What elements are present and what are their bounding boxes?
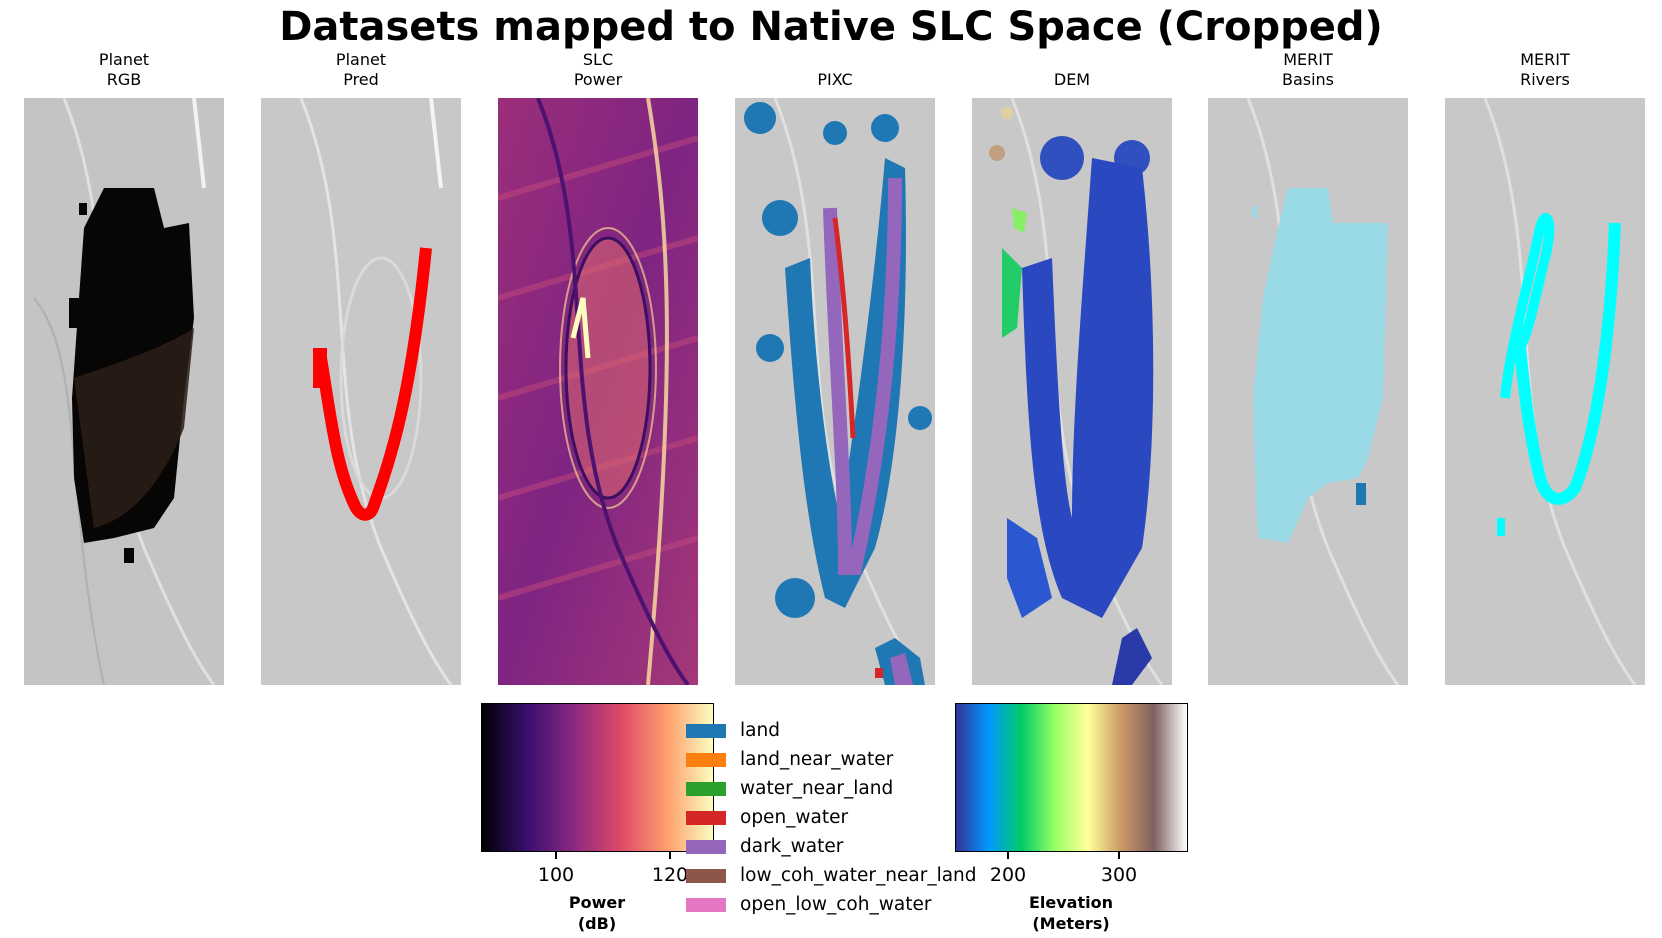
panel-label-planet-pred: Planet Pred [261, 50, 461, 90]
panel-planet-pred [261, 98, 461, 685]
power-label-line1: Power [568, 893, 626, 912]
legend-swatch [686, 782, 726, 796]
panel-label-line2: Basins [1281, 70, 1335, 89]
panel-label-slc-power: SLC Power [498, 50, 698, 90]
planet-pred-image [261, 98, 461, 685]
planet-rgb-image [24, 98, 224, 685]
panel-planet-rgb [24, 98, 224, 685]
power-tick-label-100: 100 [537, 864, 575, 886]
power-label-line2: (dB) [577, 914, 617, 933]
panel-label-line1: MERIT [1520, 50, 1570, 69]
slc-power-image [498, 98, 698, 685]
panel-dem [972, 98, 1172, 685]
panel-label-pixc: PIXC [735, 70, 935, 90]
legend-swatch [686, 811, 726, 825]
elevation-tick-mark-300 [1118, 852, 1120, 859]
power-tick-label-120: 120 [651, 864, 689, 886]
legend-label: dark_water [740, 836, 844, 857]
dem-image [972, 98, 1172, 685]
power-colorbar-label: Power (dB) [527, 892, 667, 934]
panel-slc-power [498, 98, 698, 685]
power-tick-mark-120 [669, 852, 671, 859]
panel-label-line2: RGB [106, 70, 142, 89]
power-colorbar [481, 703, 714, 852]
panel-label-merit-rivers: MERIT Rivers [1445, 50, 1645, 90]
legend-label: open_water [740, 807, 849, 828]
elevation-tick-mark-200 [1007, 852, 1009, 859]
panel-label-line1: Planet [335, 50, 387, 69]
panel-label-dem: DEM [972, 70, 1172, 90]
legend-swatch [686, 724, 726, 738]
panel-label-line2: Rivers [1520, 70, 1570, 89]
elevation-colorbar-label: Elevation (Meters) [1001, 892, 1141, 934]
panel-merit-basins [1208, 98, 1408, 685]
panel-merit-rivers [1445, 98, 1645, 685]
panel-label-line2: PIXC [817, 70, 853, 89]
figure-title: Datasets mapped to Native SLC Space (Cro… [279, 4, 1383, 50]
legend-swatch [686, 869, 726, 883]
legend-swatch [686, 840, 726, 854]
panel-label-line1: MERIT [1283, 50, 1333, 69]
panel-label-merit-basins: MERIT Basins [1208, 50, 1408, 90]
panel-label-planet-rgb: Planet RGB [24, 50, 224, 90]
panel-label-line1: Planet [98, 50, 150, 69]
elevation-tick-label-200: 200 [989, 864, 1027, 886]
legend-swatch [686, 753, 726, 767]
elevation-label-line1: Elevation [1028, 893, 1113, 912]
panel-label-line2: DEM [1053, 70, 1091, 89]
merit-basins-image [1208, 98, 1408, 685]
elevation-tick-label-300: 300 [1100, 864, 1138, 886]
legend-label: land_near_water [740, 749, 894, 770]
legend-label: open_low_coh_water [740, 894, 932, 915]
merit-rivers-image [1445, 98, 1645, 685]
legend-swatch [686, 898, 726, 912]
pixc-image [735, 98, 935, 685]
legend-label: land [740, 720, 780, 741]
power-tick-mark-100 [555, 852, 557, 859]
elevation-colorbar [955, 703, 1188, 852]
panel-label-line2: Power [573, 70, 623, 89]
panel-label-line2: Pred [343, 70, 379, 89]
panel-label-line1: SLC [582, 50, 614, 69]
legend-label: low_coh_water_near_land [740, 865, 977, 886]
elevation-label-line2: (Meters) [1032, 914, 1110, 933]
panel-pixc [735, 98, 935, 685]
legend-label: water_near_land [740, 778, 894, 799]
